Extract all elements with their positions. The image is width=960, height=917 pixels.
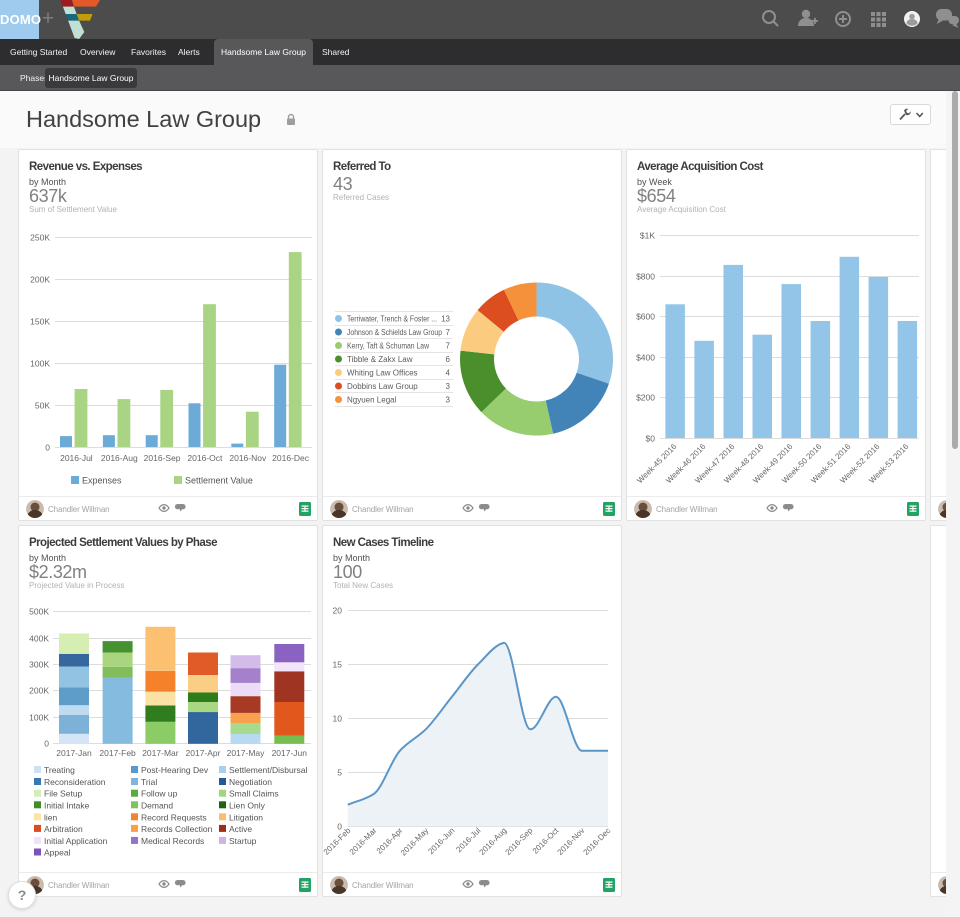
svg-text:Ngyuen Legal: Ngyuen Legal — [347, 396, 397, 405]
svg-text:0: 0 — [337, 822, 342, 832]
svg-text:$1K: $1K — [640, 231, 655, 241]
svg-text:$400: $400 — [636, 353, 655, 363]
svg-text:50K: 50K — [35, 401, 50, 411]
svg-text:Initial Application: Initial Application — [44, 836, 108, 846]
svg-text:Whiting Law Offices: Whiting Law Offices — [347, 369, 418, 378]
svg-text:Lien Only: Lien Only — [229, 800, 266, 810]
svg-text:2017-Jun: 2017-Jun — [272, 748, 308, 758]
svg-text:0: 0 — [45, 443, 50, 453]
svg-text:Johnson & Schields Law Group: Johnson & Schields Law Group — [347, 328, 442, 337]
svg-text:Kerry, Taft & Schuman Law: Kerry, Taft & Schuman Law — [347, 342, 429, 351]
svg-text:6: 6 — [446, 355, 451, 364]
svg-text:Terriwater, Trench & Foster ..: Terriwater, Trench & Foster ... — [347, 315, 437, 324]
svg-text:Settlement/Disbursal: Settlement/Disbursal — [229, 765, 308, 775]
svg-text:Records Collection: Records Collection — [141, 824, 213, 834]
svg-text:2016-Jul: 2016-Jul — [60, 453, 93, 463]
svg-text:2016-Nov: 2016-Nov — [556, 826, 587, 857]
svg-text:7: 7 — [446, 328, 451, 337]
svg-text:$600: $600 — [636, 312, 655, 322]
svg-text:5: 5 — [337, 768, 342, 778]
svg-text:2017-May: 2017-May — [227, 748, 266, 758]
svg-text:2017-Apr: 2017-Apr — [186, 748, 221, 758]
svg-text:Startup: Startup — [229, 836, 257, 846]
svg-text:20: 20 — [333, 606, 343, 616]
svg-text:File Setup: File Setup — [44, 789, 83, 799]
svg-text:0: 0 — [44, 739, 49, 749]
svg-text:Follow up: Follow up — [141, 789, 178, 799]
svg-text:500K: 500K — [29, 607, 49, 617]
svg-text:Demand: Demand — [141, 800, 173, 810]
svg-text:2017-Feb: 2017-Feb — [99, 748, 136, 758]
svg-text:100K: 100K — [30, 359, 50, 369]
svg-text:100K: 100K — [29, 713, 49, 723]
svg-text:150K: 150K — [30, 317, 50, 327]
svg-text:$200: $200 — [636, 393, 655, 403]
svg-text:4: 4 — [446, 369, 451, 378]
svg-text:Litigation: Litigation — [229, 812, 263, 822]
svg-text:2016-Jun: 2016-Jun — [426, 826, 456, 856]
svg-text:Treating: Treating — [44, 765, 75, 775]
svg-text:$0: $0 — [646, 434, 656, 444]
svg-text:Small Claims: Small Claims — [229, 789, 279, 799]
svg-text:Active: Active — [229, 824, 252, 834]
svg-text:Dobbins Law Group: Dobbins Law Group — [347, 382, 418, 391]
svg-text:300K: 300K — [29, 660, 49, 670]
svg-text:Record Requests: Record Requests — [141, 812, 207, 822]
svg-text:13: 13 — [441, 315, 450, 324]
svg-text:Medical Records: Medical Records — [141, 836, 204, 846]
svg-text:2016-Mar: 2016-Mar — [348, 826, 379, 857]
svg-text:2016-Sep: 2016-Sep — [504, 826, 535, 857]
svg-text:2016-Aug: 2016-Aug — [101, 453, 138, 463]
svg-text:2016-May: 2016-May — [399, 826, 431, 858]
svg-text:200K: 200K — [30, 275, 50, 285]
svg-text:3: 3 — [446, 382, 451, 391]
svg-text:10: 10 — [333, 714, 343, 724]
svg-text:2017-Jan: 2017-Jan — [56, 748, 92, 758]
svg-text:2016-Sep: 2016-Sep — [144, 453, 181, 463]
svg-text:15: 15 — [333, 660, 343, 670]
svg-text:lien: lien — [44, 812, 58, 822]
svg-text:2016-Oct: 2016-Oct — [187, 453, 223, 463]
svg-text:3: 3 — [446, 396, 451, 405]
svg-text:2016-Aug: 2016-Aug — [478, 826, 509, 857]
svg-text:2016-Nov: 2016-Nov — [229, 453, 267, 463]
svg-text:Arbitration: Arbitration — [44, 824, 83, 834]
svg-text:Tibble & Zakx Law: Tibble & Zakx Law — [347, 355, 413, 364]
svg-text:Post-Hearing Dev: Post-Hearing Dev — [141, 765, 209, 775]
svg-text:200K: 200K — [29, 686, 49, 696]
svg-text:2016-Dec: 2016-Dec — [582, 826, 613, 857]
svg-text:2017-Mar: 2017-Mar — [142, 748, 179, 758]
svg-text:Initial Intake: Initial Intake — [44, 800, 90, 810]
svg-text:Settlement Value: Settlement Value — [185, 476, 253, 486]
svg-text:250K: 250K — [30, 233, 50, 243]
svg-text:Appeal: Appeal — [44, 848, 71, 858]
svg-text:400K: 400K — [29, 634, 49, 644]
svg-text:Reconsideration: Reconsideration — [44, 777, 106, 787]
svg-text:Expenses: Expenses — [82, 476, 122, 486]
svg-text:Negotiation: Negotiation — [229, 777, 272, 787]
svg-text:7: 7 — [446, 342, 451, 351]
svg-text:$800: $800 — [636, 272, 655, 282]
svg-text:Trial: Trial — [141, 777, 157, 787]
svg-text:2016-Dec: 2016-Dec — [272, 453, 310, 463]
